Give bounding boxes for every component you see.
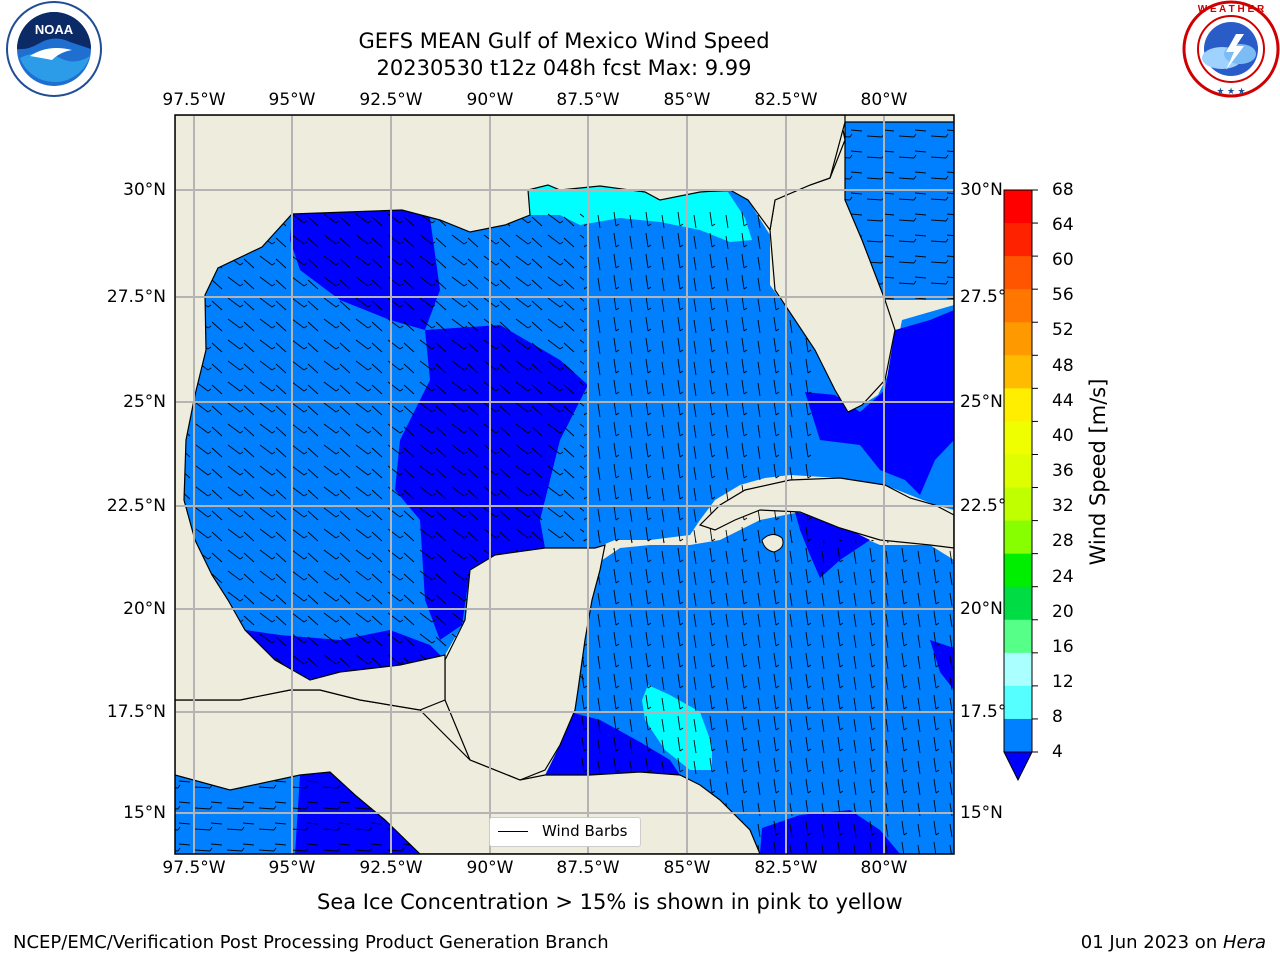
lon-label-top: 95°W [268, 90, 316, 110]
colorbar-tick: 68 [1052, 180, 1074, 200]
graticule [175, 115, 954, 854]
colorbar-segment [1004, 421, 1032, 455]
lat-label-left: 17.5°N [106, 702, 166, 722]
colorbar-segment [1004, 487, 1032, 522]
lon-label-top: 90°W [466, 90, 514, 110]
colorbar-segment [1004, 619, 1032, 654]
lat-label-right: 30°N [960, 180, 1003, 200]
colorbar-segment [1004, 256, 1032, 290]
colorbar [1003, 189, 1038, 782]
title-line-1: GEFS MEAN Gulf of Mexico Wind Speed [358, 29, 770, 53]
colorbar-segment [1004, 388, 1032, 422]
legend-label: Wind Barbs [542, 822, 628, 840]
colorbar-tick: 52 [1052, 320, 1074, 340]
lon-label-bottom: 85°W [663, 858, 711, 878]
lon-label-bottom: 80°W [860, 858, 908, 878]
lat-label-left: 30°N [123, 180, 166, 200]
noaa-logo: NOAA [6, 1, 102, 97]
colorbar-segment [1004, 355, 1032, 389]
colorbar-tick: 60 [1052, 250, 1074, 270]
colorbar-extension [1003, 751, 1033, 782]
footer-date-text: 01 Jun 2023 on [1080, 932, 1223, 953]
colorbar-tick: 44 [1052, 391, 1074, 411]
lon-label-bottom: 97.5°W [162, 858, 226, 878]
lon-label-bottom: 87.5°W [556, 858, 620, 878]
wind-barb-legend-icon [498, 831, 528, 832]
lat-label-right: 27.5° [960, 287, 1007, 307]
colorbar-segment [1004, 520, 1032, 555]
lon-label-top: 82.5°W [754, 90, 818, 110]
footer-machine: Hera [1222, 932, 1266, 953]
lat-label-left: 27.5°N [106, 287, 166, 307]
footer-date: 01 Jun 2023 on Hera [1081, 932, 1266, 953]
cuba-isle [761, 534, 784, 553]
colorbar-segment [1004, 454, 1032, 489]
map-border [174, 114, 955, 855]
colorbar-tick: 8 [1052, 707, 1063, 727]
lat-label-left: 20°N [123, 599, 166, 619]
lat-label-right: 17.5° [960, 702, 1007, 722]
nws-logo: W E A T H E R ★ ★ ★ [1182, 0, 1280, 98]
colorbar-tick: 4 [1052, 742, 1063, 762]
svg-text:W E A T H E R: W E A T H E R [1198, 4, 1265, 15]
colorbar-segment [1004, 553, 1032, 588]
cuba [698, 477, 954, 549]
lat-label-right: 25°N [960, 392, 1003, 412]
noaa-logo-text: NOAA [35, 22, 74, 37]
lon-label-top: 87.5°W [556, 90, 620, 110]
colorbar-tick: 20 [1052, 602, 1074, 622]
lon-label-bottom: 82.5°W [754, 858, 818, 878]
colorbar-segment [1004, 190, 1032, 224]
lon-label-bottom: 90°W [466, 858, 514, 878]
lon-label-bottom: 92.5°W [359, 858, 423, 878]
lon-label-top: 92.5°W [359, 90, 423, 110]
lon-label-top: 85°W [663, 90, 711, 110]
svg-text:★ ★ ★: ★ ★ ★ [1216, 86, 1245, 96]
colorbar-tick: 12 [1052, 672, 1074, 692]
lat-label-left: 25°N [123, 392, 166, 412]
colorbar-tick: 64 [1052, 215, 1074, 235]
colorbar-tick: 16 [1052, 637, 1074, 657]
colorbar-tick: 48 [1052, 356, 1074, 376]
colorbar-outline [1003, 189, 1033, 753]
colorbar-segment [1004, 223, 1032, 257]
colorbar-segment [1004, 652, 1032, 687]
colorbar-segment [1004, 289, 1032, 323]
colorbar-tick: 28 [1052, 531, 1074, 551]
sea-ice-note: Sea Ice Concentration > 15% is shown in … [317, 890, 903, 914]
lat-label-right: 15°N [960, 803, 1003, 823]
colorbar-segment [1004, 718, 1032, 753]
lat-label-left: 22.5°N [106, 496, 166, 516]
lat-label-right: 20°N [960, 599, 1003, 619]
colorbar-tick: 36 [1052, 461, 1074, 481]
colorbar-tick: 40 [1052, 426, 1074, 446]
lat-label-right: 22.5° [960, 496, 1007, 516]
lon-label-top: 97.5°W [162, 90, 226, 110]
colorbar-tick: 32 [1052, 496, 1074, 516]
colorbar-tick: 24 [1052, 567, 1074, 587]
colorbar-segment [1004, 322, 1032, 356]
footer-credit: NCEP/EMC/Verification Post Processing Pr… [13, 932, 609, 953]
colorbar-label: Wind Speed [m/s] [1086, 378, 1110, 566]
legend: Wind Barbs [489, 817, 641, 847]
colorbar-segment [1004, 586, 1032, 621]
colorbar-tick: 56 [1052, 285, 1074, 305]
lon-label-bottom: 95°W [268, 858, 316, 878]
colorbar-segment [1004, 685, 1032, 720]
lat-label-left: 15°N [123, 803, 166, 823]
mexico-west [175, 115, 846, 711]
title-line-2: 20230530 t12z 048h fcst Max: 9.99 [376, 56, 752, 80]
lon-label-top: 80°W [860, 90, 908, 110]
